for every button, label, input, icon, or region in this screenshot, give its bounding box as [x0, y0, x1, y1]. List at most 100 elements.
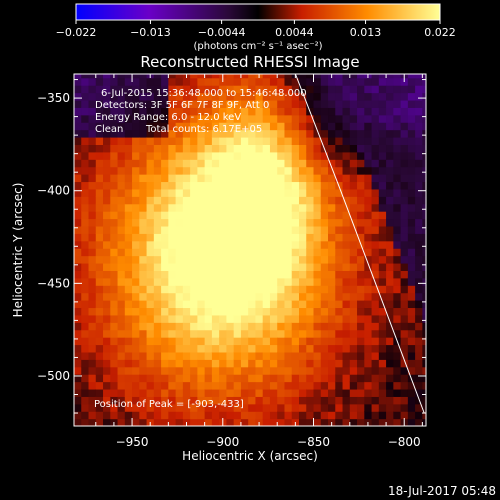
heatmap-cell — [204, 114, 213, 123]
heatmap-cell — [226, 211, 235, 220]
heatmap-cell — [74, 396, 82, 405]
heatmap-cell — [415, 270, 423, 279]
heatmap-cell — [81, 151, 90, 160]
heatmap-cell — [422, 337, 426, 346]
heatmap-cell — [371, 122, 380, 131]
heatmap-cell — [277, 136, 286, 145]
heatmap-cell — [124, 351, 133, 360]
heatmap-cell — [110, 381, 119, 390]
heatmap-cell — [393, 403, 402, 412]
heatmap-cell — [422, 151, 426, 160]
heatmap-cell — [124, 388, 133, 397]
heatmap-cell — [182, 144, 191, 153]
heatmap-cell — [124, 381, 133, 390]
heatmap-cell — [175, 381, 184, 390]
heatmap-cell — [386, 292, 394, 301]
heatmap-cell — [313, 277, 322, 286]
heatmap-cell — [153, 248, 162, 257]
heatmap-cell — [175, 136, 184, 145]
heatmap-cell — [378, 129, 387, 138]
heatmap-cell — [182, 107, 191, 116]
heatmap-cell — [320, 203, 329, 212]
heatmap-cell — [248, 85, 257, 94]
heatmap-cell — [357, 329, 365, 338]
heatmap-cell — [306, 292, 315, 301]
heatmap-cell — [306, 388, 315, 397]
heatmap-cell — [124, 292, 133, 301]
heatmap-cell — [74, 92, 82, 101]
heatmap-cell — [219, 270, 228, 279]
heatmap-cell — [378, 388, 387, 397]
heatmap-cell — [81, 107, 90, 116]
heatmap-cell — [153, 314, 162, 323]
heatmap-cell — [132, 381, 140, 390]
heatmap-cell — [262, 374, 271, 383]
heatmap-cell — [139, 403, 148, 412]
heatmap-cell — [74, 262, 82, 271]
heatmap-cell — [153, 285, 162, 294]
heatmap-cell — [110, 159, 119, 168]
heatmap-cell — [211, 77, 220, 86]
heatmap-cell — [306, 218, 315, 227]
heatmap-cell — [139, 381, 148, 390]
heatmap-cell — [182, 122, 191, 131]
heatmap-cell — [168, 411, 177, 420]
heatmap-cell — [248, 114, 257, 123]
heatmap-cell — [393, 351, 402, 360]
heatmap-cell — [211, 188, 220, 197]
heatmap-cell — [357, 381, 365, 390]
heatmap-cell — [124, 151, 133, 160]
heatmap-cell — [364, 92, 373, 101]
heatmap-cell — [110, 262, 119, 271]
heatmap-cell — [422, 203, 426, 212]
heatmap-cell — [342, 122, 351, 131]
heatmap-cell — [88, 255, 97, 264]
heatmap-cell — [407, 107, 416, 116]
heatmap-cell — [197, 74, 206, 79]
heatmap-cell — [161, 136, 169, 145]
heatmap-cell — [117, 85, 126, 94]
heatmap-cell — [393, 77, 402, 86]
heatmap-cell — [357, 277, 365, 286]
heatmap-cell — [168, 233, 177, 242]
heatmap-cell — [371, 77, 380, 86]
heatmap-cell — [233, 292, 242, 301]
heatmap-cell — [161, 233, 169, 242]
heatmap-cell — [190, 166, 198, 175]
heatmap-cell — [226, 92, 235, 101]
heatmap-cell — [407, 114, 416, 123]
heatmap-cell — [95, 314, 104, 323]
heatmap-cell — [371, 411, 380, 420]
heatmap-cell — [74, 114, 82, 123]
heatmap-cell — [298, 411, 307, 420]
heatmap-cell — [277, 240, 286, 249]
heatmap-cell — [204, 381, 213, 390]
heatmap-cell — [204, 218, 213, 227]
heatmap-cell — [88, 144, 97, 153]
heatmap-cell — [357, 403, 365, 412]
heatmap-cell — [422, 218, 426, 227]
heatmap-cell — [378, 225, 387, 234]
heatmap-cell — [132, 166, 140, 175]
heatmap-cell — [132, 366, 140, 375]
heatmap-cell — [262, 337, 271, 346]
heatmap-cell — [364, 151, 373, 160]
heatmap-cell — [284, 136, 293, 145]
heatmap-cell — [132, 122, 140, 131]
heatmap-cell — [117, 74, 126, 79]
heatmap-cell — [386, 240, 394, 249]
heatmap-cell — [117, 196, 126, 205]
heatmap-cell — [132, 136, 140, 145]
heatmap-cell — [161, 277, 169, 286]
heatmap-cell — [386, 181, 394, 190]
heatmap-cell — [342, 255, 351, 264]
heatmap-cell — [124, 262, 133, 271]
heatmap-cell — [364, 240, 373, 249]
heatmap-cell — [88, 314, 97, 323]
heatmap-cell — [117, 233, 126, 242]
heatmap-cell — [146, 99, 155, 108]
heatmap-cell — [153, 277, 162, 286]
heatmap-cell — [175, 300, 184, 309]
heatmap-cell — [313, 307, 322, 316]
heatmap-cell — [233, 388, 242, 397]
